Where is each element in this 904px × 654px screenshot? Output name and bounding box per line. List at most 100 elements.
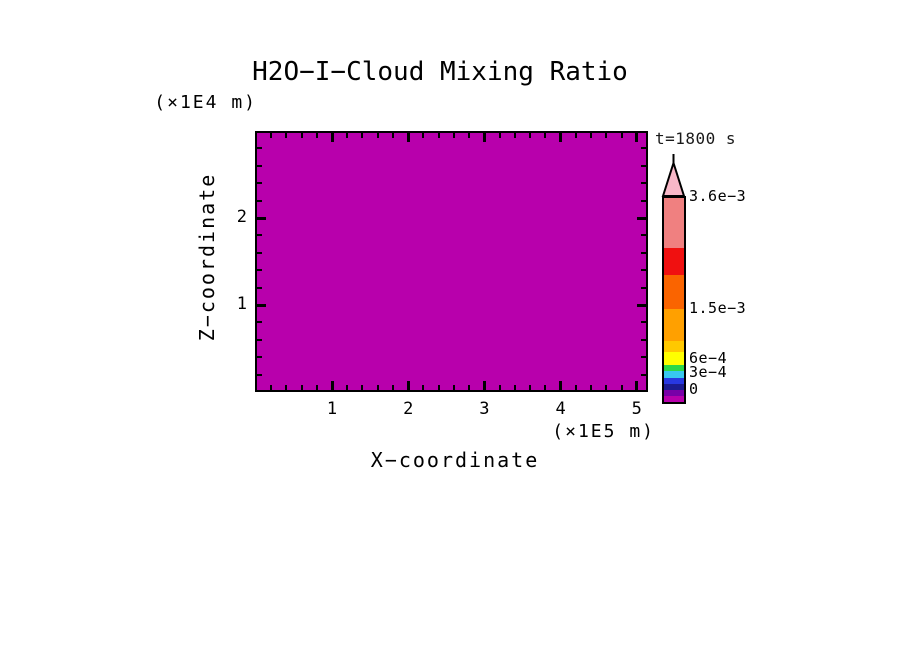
colorbar-segment bbox=[664, 396, 684, 402]
x-minor-tick bbox=[620, 385, 623, 390]
colorbar-level-label: 6e−4 bbox=[689, 349, 728, 367]
x-minor-tick bbox=[513, 385, 516, 390]
x-tick-label: 2 bbox=[403, 399, 414, 419]
x-tick-label: 1 bbox=[326, 399, 338, 419]
colorbar-segment bbox=[664, 365, 684, 371]
x-minor-tick bbox=[452, 385, 455, 390]
x-minor-tick bbox=[574, 385, 577, 390]
x-major-tick bbox=[635, 381, 639, 390]
y-minor-tick bbox=[641, 182, 646, 185]
x-axis-title: X−coordinate bbox=[370, 448, 540, 472]
x-minor-tick bbox=[422, 133, 425, 138]
colorbar-segment bbox=[664, 309, 684, 341]
x-minor-tick bbox=[498, 385, 501, 390]
colorbar-level-label: 0 bbox=[689, 380, 699, 398]
x-minor-tick bbox=[544, 133, 547, 138]
y-minor-tick bbox=[641, 356, 646, 359]
x-major-tick bbox=[559, 381, 563, 390]
x-major-tick bbox=[482, 381, 486, 390]
x-minor-tick bbox=[285, 133, 288, 138]
x-minor-tick bbox=[452, 133, 455, 138]
x-minor-tick bbox=[346, 133, 349, 138]
y-axis-title: Z−coordinate bbox=[195, 172, 219, 342]
x-minor-tick bbox=[513, 133, 516, 138]
time-label: t=1800 s bbox=[655, 129, 737, 148]
x-minor-tick bbox=[361, 133, 364, 138]
colorbar bbox=[662, 196, 686, 404]
x-minor-tick bbox=[391, 385, 394, 390]
x-minor-tick bbox=[376, 385, 379, 390]
y-major-tick bbox=[637, 303, 646, 307]
y-minor-tick bbox=[257, 164, 262, 167]
y-minor-tick bbox=[641, 321, 646, 324]
x-minor-tick bbox=[285, 385, 288, 390]
y-major-tick bbox=[257, 303, 266, 307]
y-minor-tick bbox=[257, 356, 262, 359]
y-minor-tick bbox=[641, 199, 646, 202]
y-minor-tick bbox=[641, 373, 646, 376]
x-major-tick bbox=[330, 133, 334, 142]
y-minor-tick bbox=[257, 199, 262, 202]
y-tick-label: 2 bbox=[236, 207, 247, 227]
x-minor-tick bbox=[270, 385, 273, 390]
colorbar-level-label: 1.5e−3 bbox=[689, 299, 747, 317]
colorbar-segment bbox=[664, 352, 684, 365]
y-major-tick bbox=[637, 216, 646, 220]
x-major-tick bbox=[559, 133, 563, 142]
x-minor-tick bbox=[620, 133, 623, 138]
x-minor-tick bbox=[590, 133, 593, 138]
x-minor-tick bbox=[437, 385, 440, 390]
x-minor-tick bbox=[422, 385, 425, 390]
colorbar-segment bbox=[664, 378, 684, 384]
x-minor-tick bbox=[468, 385, 471, 390]
y-minor-tick bbox=[641, 269, 646, 272]
x-major-tick bbox=[330, 381, 334, 390]
colorbar-segment bbox=[664, 371, 684, 378]
x-minor-tick bbox=[498, 133, 501, 138]
x-minor-tick bbox=[300, 385, 303, 390]
x-minor-tick bbox=[437, 133, 440, 138]
y-minor-tick bbox=[641, 234, 646, 237]
y-minor-tick bbox=[257, 234, 262, 237]
x-minor-tick bbox=[315, 385, 318, 390]
colorbar-level-label: 3.6e−3 bbox=[689, 187, 747, 205]
colorbar-segment bbox=[664, 390, 684, 396]
colorbar-segment bbox=[664, 275, 684, 309]
plot-title: H2O−I−Cloud Mixing Ratio bbox=[252, 57, 628, 87]
x-minor-tick bbox=[361, 385, 364, 390]
y-minor-tick bbox=[257, 269, 262, 272]
x-tick-label: 4 bbox=[555, 399, 566, 419]
x-minor-tick bbox=[315, 133, 318, 138]
x-major-tick bbox=[406, 381, 410, 390]
x-minor-tick bbox=[468, 133, 471, 138]
x-minor-tick bbox=[574, 133, 577, 138]
y-minor-tick bbox=[641, 286, 646, 289]
y-minor-tick bbox=[641, 164, 646, 167]
x-minor-tick bbox=[346, 385, 349, 390]
y-minor-tick bbox=[257, 147, 262, 150]
colorbar-level-label: 3e−4 bbox=[689, 363, 728, 381]
y-minor-tick bbox=[257, 321, 262, 324]
x-axis-unit-label: (×1E5 m) bbox=[552, 421, 655, 442]
x-minor-tick bbox=[605, 133, 608, 138]
y-minor-tick bbox=[257, 338, 262, 341]
plot-area bbox=[255, 131, 648, 392]
y-minor-tick bbox=[641, 251, 646, 254]
y-minor-tick bbox=[641, 338, 646, 341]
y-major-tick bbox=[257, 216, 266, 220]
x-tick-label: 5 bbox=[631, 399, 642, 419]
y-minor-tick bbox=[257, 286, 262, 289]
y-minor-tick bbox=[257, 182, 262, 185]
colorbar-segment bbox=[664, 341, 684, 352]
x-minor-tick bbox=[544, 385, 547, 390]
y-tick-label: 1 bbox=[236, 294, 247, 314]
y-minor-tick bbox=[641, 147, 646, 150]
x-major-tick bbox=[406, 133, 410, 142]
x-tick-label: 3 bbox=[479, 399, 490, 419]
x-minor-tick bbox=[590, 385, 593, 390]
x-minor-tick bbox=[391, 133, 394, 138]
y-axis-unit-label: (×1E4 m) bbox=[154, 92, 257, 113]
x-minor-tick bbox=[529, 385, 532, 390]
colorbar-segment bbox=[664, 384, 684, 390]
